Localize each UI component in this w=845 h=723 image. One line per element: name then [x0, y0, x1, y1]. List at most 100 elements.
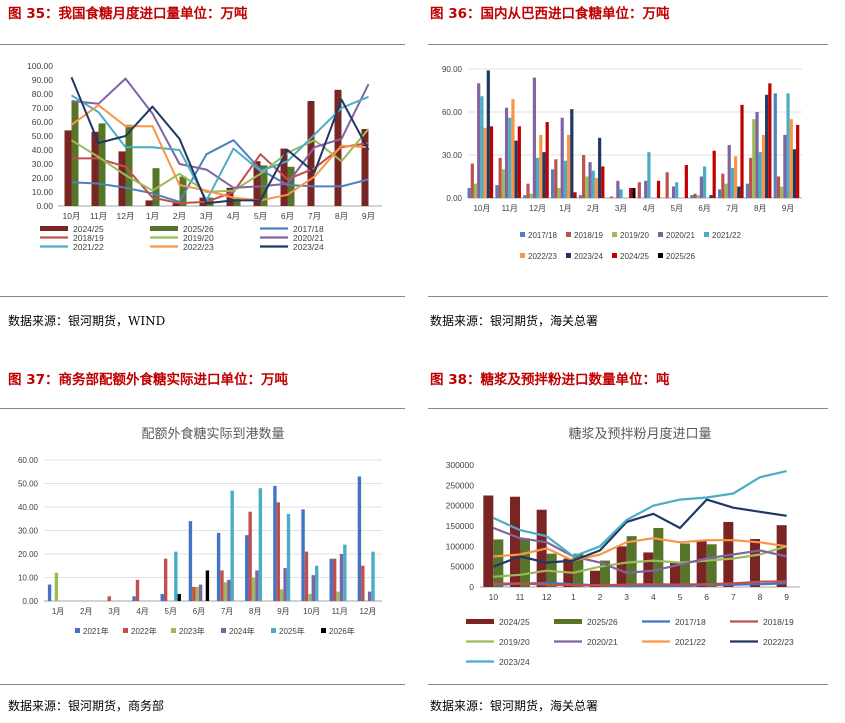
bar — [532, 77, 536, 198]
bar — [248, 511, 252, 601]
bar — [570, 109, 574, 198]
bar — [301, 509, 305, 601]
x-tick-label: 12月 — [117, 211, 135, 221]
panel-title-37: 图 37：商务部配额外食糖实际进口单位：万吨 — [8, 372, 288, 388]
bar — [783, 134, 787, 198]
bar — [665, 172, 669, 198]
legend-label: 2021/22 — [73, 242, 104, 252]
bar — [467, 187, 471, 198]
bar — [690, 195, 694, 198]
bar — [536, 509, 547, 587]
legend-swatch — [321, 628, 326, 633]
y-tick-label: 0.00 — [22, 597, 38, 606]
y-tick-label: 50000 — [450, 562, 474, 572]
x-tick-label: 4 — [651, 592, 656, 602]
bar — [542, 152, 546, 198]
bar — [560, 117, 564, 198]
bar — [761, 134, 766, 198]
legend-label: 2020/21 — [293, 233, 324, 243]
legend-swatch — [704, 232, 709, 237]
bar — [205, 570, 210, 601]
x-tick-label: 9 — [784, 592, 789, 602]
legend-swatch — [520, 253, 525, 258]
series-line — [70, 128, 370, 193]
bar — [745, 183, 750, 198]
bar — [755, 112, 759, 198]
bar — [684, 165, 688, 198]
bar — [287, 166, 295, 206]
bar — [132, 596, 136, 601]
bar — [671, 186, 676, 198]
bar — [510, 496, 520, 587]
bar — [314, 565, 319, 601]
divider — [428, 408, 828, 409]
bar — [152, 168, 160, 206]
source-note-36: 数据来源：银河期货，海关总署 — [430, 314, 599, 328]
bar — [656, 180, 661, 198]
legend-label: 2023/24 — [499, 657, 530, 667]
y-tick-label: 30.00 — [32, 159, 54, 169]
bar — [551, 169, 555, 198]
x-tick-label: 3月 — [108, 607, 120, 616]
legend-swatch — [171, 628, 176, 633]
bar — [336, 591, 340, 601]
bar — [483, 495, 494, 587]
series-line — [71, 77, 370, 189]
bar — [511, 99, 515, 198]
bar — [332, 558, 337, 601]
bar — [308, 593, 312, 601]
x-tick-label: 11月 — [332, 607, 348, 616]
legend-label: 2019/20 — [499, 637, 530, 647]
bar — [563, 160, 568, 198]
bar — [773, 93, 777, 198]
legend-swatch — [658, 232, 663, 237]
y-tick-label: 60.00 — [442, 108, 463, 117]
x-tick-label: 6月 — [193, 607, 205, 616]
legend-label: 2019/20 — [620, 231, 649, 240]
bar — [765, 94, 769, 198]
legend-label: 2025年 — [279, 626, 305, 636]
y-tick-label: 60.00 — [18, 456, 39, 465]
divider — [0, 44, 405, 45]
x-tick-label: 7月 — [308, 211, 321, 221]
x-tick-label: 9月 — [782, 204, 794, 213]
divider — [0, 684, 405, 685]
series-line — [71, 142, 369, 205]
x-tick-label: 1月 — [146, 211, 159, 221]
bar — [730, 167, 735, 198]
bar — [47, 584, 52, 601]
y-tick-label: 100000 — [446, 541, 475, 551]
bar — [233, 199, 241, 206]
bar — [177, 593, 181, 601]
panel-title-35: 图 35：我国食糖月度进口量单位：万吨 — [8, 6, 248, 22]
bar — [501, 169, 505, 198]
x-tick-label: 9月 — [277, 607, 289, 616]
legend-label: 2021/22 — [675, 637, 706, 647]
bar — [91, 131, 99, 206]
series-line — [70, 94, 369, 202]
series-line — [493, 581, 787, 588]
legend-swatch — [554, 619, 582, 624]
legend-swatch — [566, 232, 571, 237]
bar — [473, 183, 478, 198]
bar — [223, 582, 228, 601]
x-tick-label: 3月 — [200, 211, 213, 221]
legend-swatch — [221, 628, 226, 633]
y-tick-label: 30.00 — [442, 151, 463, 160]
bar — [535, 157, 540, 198]
x-tick-label: 6月 — [281, 211, 294, 221]
bar — [198, 584, 203, 601]
bar — [520, 538, 530, 587]
x-tick-label: 3月 — [615, 204, 627, 213]
legend-label: 2018/19 — [574, 231, 603, 240]
y-tick-label: 80.00 — [32, 89, 54, 99]
bar — [585, 176, 589, 198]
bar — [696, 541, 707, 587]
bar — [357, 476, 362, 601]
source-note-35: 数据来源：银河期货，WIND — [8, 314, 166, 328]
legend-swatch — [566, 253, 571, 258]
bar — [343, 544, 347, 601]
divider — [0, 408, 405, 409]
chart-title: 糖浆及预拌粉月度进口量 — [568, 426, 711, 441]
bar — [582, 155, 586, 198]
